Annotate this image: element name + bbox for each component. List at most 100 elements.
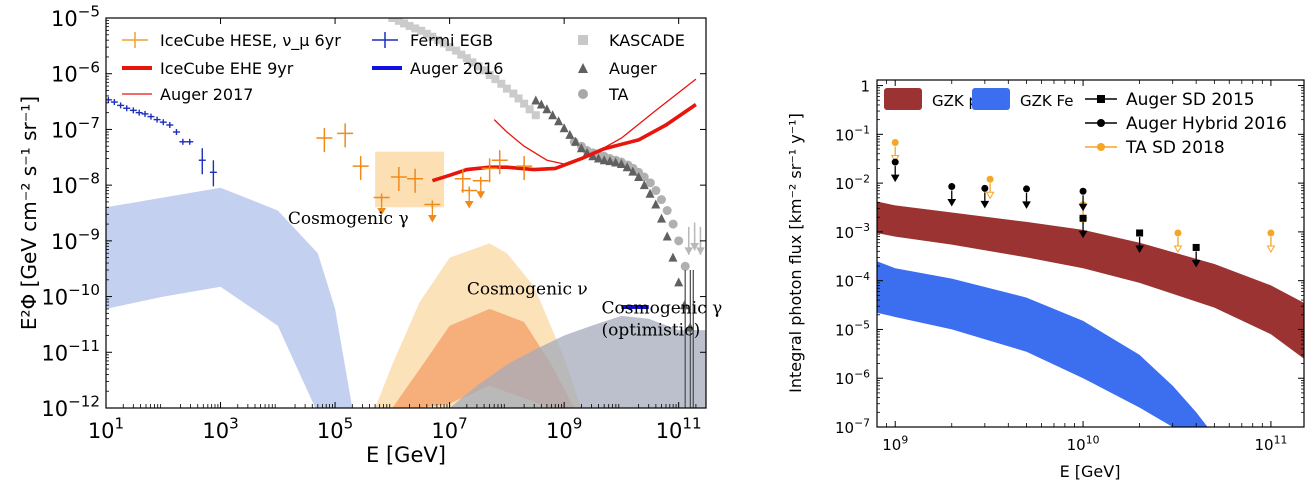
- kascade-point: [531, 111, 540, 120]
- y-tick-label: 10−2: [835, 172, 870, 193]
- auger-sd-2015-arrow-head: [1135, 245, 1144, 253]
- left-y-axis-label: E²Φ [GeV cm⁻² s⁻¹ sr⁻¹]: [17, 96, 41, 330]
- legend-marker: [578, 89, 588, 99]
- y-tick-label: 10−8: [51, 170, 100, 198]
- ta-sd-2018-arrow-head: [985, 191, 995, 200]
- auger-point: [628, 166, 638, 176]
- auger-point: [668, 252, 678, 262]
- auger-point: [616, 158, 626, 168]
- auger-point: [651, 199, 661, 209]
- auger-point: [593, 153, 603, 163]
- legend-label: TA: [608, 85, 629, 104]
- icecube-numu-ul-head: [476, 191, 486, 199]
- annotation-label: Cosmogenic γ: [288, 209, 409, 229]
- right-legend: GZK p GZK Fe Auger SD 2015 Auger Hybrid 201…: [884, 88, 1287, 158]
- right-bands: [877, 201, 1304, 427]
- legend-label: KASCADE: [609, 31, 685, 50]
- legend-label: GZK Fe: [1020, 92, 1074, 110]
- auger-point: [559, 123, 569, 133]
- auger-point: [645, 188, 655, 198]
- ta-point: [645, 178, 655, 188]
- y-tick-label: 10−10: [41, 281, 100, 309]
- legend-marker: [578, 63, 588, 73]
- auger-point: [656, 213, 666, 223]
- x-tick-label: 105: [317, 415, 353, 443]
- ta-sd-2018-marker: [986, 175, 994, 183]
- kascade-point: [434, 36, 443, 45]
- y-tick-label: 10−5: [835, 319, 870, 340]
- kascade-point: [452, 46, 461, 55]
- left-panel: 101 103 105 107 109 1011 10−12 10−11 10−10 10−9 10…: [17, 3, 722, 467]
- x-tick-label: 1011: [656, 415, 702, 443]
- kascade-point: [514, 94, 523, 103]
- kascade-point: [502, 84, 511, 93]
- auger-point: [622, 162, 632, 172]
- ta-point: [674, 236, 684, 246]
- right-ticks: 109 1010 1011 1 10−1 10−2 10−3 10−4 10−5 10−6 10−7: [835, 78, 1304, 454]
- left-ticks: 101 103 105 107 109 1011 10−12 10−11 10−10 10−9 10…: [41, 3, 707, 443]
- legend-label: Auger 2017: [160, 85, 253, 104]
- y-tick-label: 10−9: [51, 225, 100, 253]
- auger-hybrid-2016-marker: [891, 158, 899, 166]
- left-annotations: Cosmogenic γ Cosmogenic ν Cosmogenic γ (opt…: [288, 209, 722, 340]
- kascade-point: [405, 21, 414, 30]
- x-tick-label: 101: [88, 415, 124, 443]
- auger-point: [588, 151, 598, 161]
- auger-point: [599, 155, 609, 165]
- ta-sd-2018-marker: [891, 139, 899, 147]
- y-tick-label: 10−5: [51, 3, 100, 31]
- annotation-label: (optimistic): [602, 321, 701, 341]
- kascade-point: [428, 32, 437, 41]
- y-tick-label: 1: [860, 78, 870, 96]
- kascade-point: [457, 50, 466, 59]
- ta-point: [680, 261, 690, 271]
- kascade-point: [485, 70, 494, 79]
- auger-hybrid-2016-arrow-head: [947, 199, 957, 207]
- ta-sd-2018-arrow-head: [890, 155, 900, 163]
- y-tick-label: 10−7: [835, 416, 870, 437]
- right-x-axis-label: E [GeV]: [1060, 462, 1121, 481]
- legend-label: TA SD 2018: [1125, 138, 1225, 158]
- right-panel: 109 1010 1011 1 10−1 10−2 10−3 10−4 10−5 10−6 10−7…: [786, 78, 1305, 481]
- kascade-point: [480, 66, 489, 75]
- ta-point: [651, 186, 661, 196]
- kascade-point: [509, 89, 518, 98]
- y-tick-label: 10−4: [835, 270, 870, 291]
- auger-point: [536, 99, 546, 109]
- legend-label: Auger SD 2015: [1126, 90, 1255, 110]
- kascade-point: [388, 18, 397, 22]
- auger-point: [531, 95, 541, 105]
- kascade-point: [462, 54, 471, 63]
- auger-sd-2015-marker: [1192, 243, 1200, 251]
- auger-sd-2015-marker: [1079, 214, 1087, 222]
- auger-sd-2015-arrow-head: [1191, 259, 1201, 268]
- left-bands: [106, 151, 706, 408]
- x-tick-label: 109: [882, 433, 908, 454]
- legend-patch: [884, 88, 922, 110]
- ta-sd-2018-marker: [1267, 229, 1275, 237]
- left-legend: IceCube HESE, ν_μ 6yr IceCube EHE 9yr Auge…: [122, 31, 685, 104]
- y-tick-label: 10−11: [41, 337, 100, 365]
- legend-label: Fermi EGB: [410, 31, 493, 50]
- auger-point: [611, 157, 621, 167]
- auger-sd-2015-arrow-head: [1078, 230, 1088, 239]
- grey-upper-limit-arrow-head: [684, 247, 694, 255]
- x-tick-label: 109: [546, 415, 582, 443]
- legend-label: GZK p: [932, 92, 978, 110]
- gzk-fe-band: [877, 261, 1208, 427]
- auger-point: [548, 110, 558, 120]
- y-tick-label: 10−6: [51, 58, 100, 86]
- auger-point: [554, 116, 564, 126]
- ta-sd-2018-arrow-head: [1266, 245, 1276, 253]
- grey-upper-limit-arrow-head: [690, 242, 700, 251]
- kascade-point: [394, 18, 403, 25]
- right-data: [890, 139, 1276, 268]
- auger-hybrid-2016-marker: [981, 184, 989, 192]
- auger-point: [605, 156, 615, 166]
- auger-point: [576, 143, 586, 153]
- auger-hybrid-2016-arrow-head: [1022, 201, 1031, 209]
- auger-point: [542, 104, 552, 114]
- left-plot-frame: [105, 17, 707, 409]
- auger-sd-2015-marker: [1136, 229, 1144, 237]
- auger-hybrid-2016-marker: [1023, 185, 1031, 193]
